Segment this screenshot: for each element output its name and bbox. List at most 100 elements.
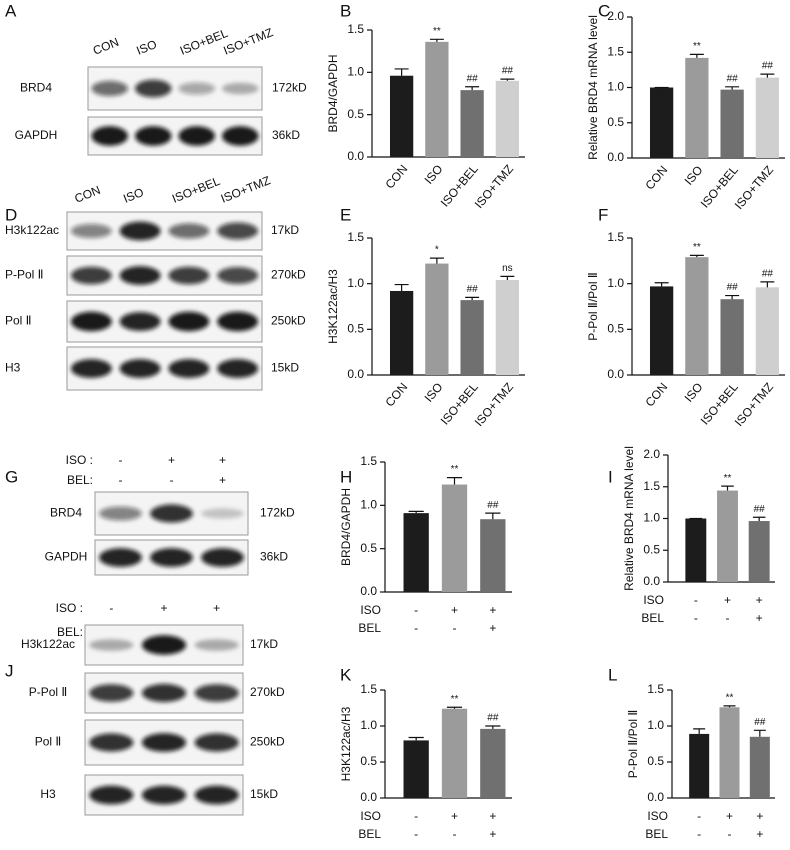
y-axis-title: H3K122ac/H3: [326, 269, 340, 344]
error-bar: [725, 86, 740, 90]
row-label: H3k122ac: [5, 223, 59, 237]
error-bar: [689, 53, 704, 58]
blot-band: [221, 126, 259, 146]
condition-sign: -: [414, 621, 418, 635]
blot-band: [168, 266, 210, 285]
significance-label: **: [693, 41, 701, 52]
blot-band: [119, 221, 161, 241]
bar: [403, 513, 429, 592]
blot-band: [194, 785, 239, 805]
y-tick-label: 1.0: [347, 276, 364, 290]
significance-label: **: [726, 692, 734, 703]
bar: [649, 286, 674, 375]
lane-label: ISO+TMZ: [221, 25, 275, 58]
condition-label: BEL: [645, 827, 668, 841]
condition-sign: +: [219, 473, 226, 487]
condition-label: ISO: [647, 809, 668, 823]
blot-band: [168, 359, 210, 378]
size-label: 36kD: [260, 550, 288, 564]
condition-sign: -: [414, 809, 418, 823]
significance-label: **: [451, 694, 459, 705]
blot-band: [150, 504, 193, 523]
size-label: 172kD: [260, 506, 295, 520]
bar: [425, 41, 449, 157]
y-tick-label: 0.5: [607, 322, 624, 336]
blot-band: [217, 311, 259, 332]
lane-label: CON: [91, 35, 121, 58]
y-tick-label: 1.5: [607, 230, 624, 244]
bar: [755, 77, 780, 158]
y-tick-label: 0.5: [643, 542, 660, 556]
x-tick-label: ISO: [422, 380, 446, 405]
y-tick-label: 0.0: [647, 790, 664, 804]
lane-label: ISO+TMZ: [219, 173, 273, 206]
condition-sign: -: [414, 827, 418, 841]
panel-label: L: [608, 665, 617, 684]
row-label: BRD4: [20, 81, 52, 95]
y-tick-label: 1.0: [607, 80, 624, 94]
blot-band: [89, 639, 134, 651]
blot-band: [168, 223, 210, 239]
size-label: 250kD: [250, 735, 285, 749]
significance-label: ##: [727, 73, 739, 84]
blot-band: [89, 733, 134, 752]
x-tick-label: ISO: [682, 380, 706, 405]
bar: [480, 519, 506, 592]
blot-band: [217, 267, 259, 284]
blot-band: [141, 733, 187, 752]
size-label: 250kD: [271, 314, 306, 328]
blot-band: [194, 684, 239, 702]
bar: [389, 75, 414, 157]
row-label: GAPDH: [15, 128, 58, 142]
error-bar: [500, 275, 515, 281]
error-bar: [500, 78, 515, 81]
blot-band: [89, 684, 134, 702]
condition-sign: +: [168, 453, 175, 467]
blot-band: [70, 266, 112, 285]
x-tick-label: ISO: [422, 162, 446, 187]
blot-band: [178, 126, 216, 146]
bar: [719, 707, 740, 798]
significance-label: ##: [487, 713, 499, 724]
error-bar: [725, 294, 740, 300]
blot-band: [201, 548, 244, 567]
error-bar: [760, 281, 775, 288]
condition-sign: +: [213, 601, 220, 615]
blot-band: [99, 548, 142, 567]
condition-label: BEL: [641, 611, 664, 625]
condition-sign: -: [726, 611, 730, 625]
y-tick-label: 0.0: [360, 584, 377, 598]
y-tick-label: 2.0: [643, 447, 660, 461]
condition-sign: +: [489, 603, 496, 617]
condition-sign: -: [170, 473, 174, 487]
y-tick-label: 0.0: [360, 790, 377, 804]
condition-sign: +: [451, 603, 458, 617]
significance-label: *: [435, 245, 439, 256]
condition-sign: +: [219, 453, 226, 467]
blot-band: [194, 733, 239, 752]
error-bar: [394, 283, 409, 291]
panel-label: F: [598, 205, 608, 224]
condition-label: BEL:: [57, 625, 83, 639]
significance-label: ##: [487, 500, 499, 511]
condition-sign: -: [728, 827, 732, 841]
blot-band: [91, 126, 129, 146]
y-axis-title: P-Pol Ⅱ/Pol Ⅱ: [586, 272, 600, 341]
row-label: Pol Ⅱ: [5, 314, 32, 328]
y-tick-label: 0.0: [607, 367, 624, 381]
condition-label: ISO :: [56, 601, 83, 615]
y-tick-label: 1.5: [607, 44, 624, 58]
blot-band: [141, 635, 187, 655]
y-tick-label: 0.0: [347, 367, 364, 381]
bar: [685, 518, 707, 582]
bar: [403, 740, 429, 798]
x-tick-label: CON: [642, 380, 670, 409]
significance-label: **: [693, 242, 701, 253]
y-tick-label: 1.5: [347, 230, 364, 244]
size-label: 172kD: [272, 81, 307, 95]
significance-label: **: [724, 473, 732, 484]
significance-label: ##: [754, 504, 766, 515]
blot-band: [70, 311, 112, 332]
x-tick-label: CON: [382, 380, 410, 409]
